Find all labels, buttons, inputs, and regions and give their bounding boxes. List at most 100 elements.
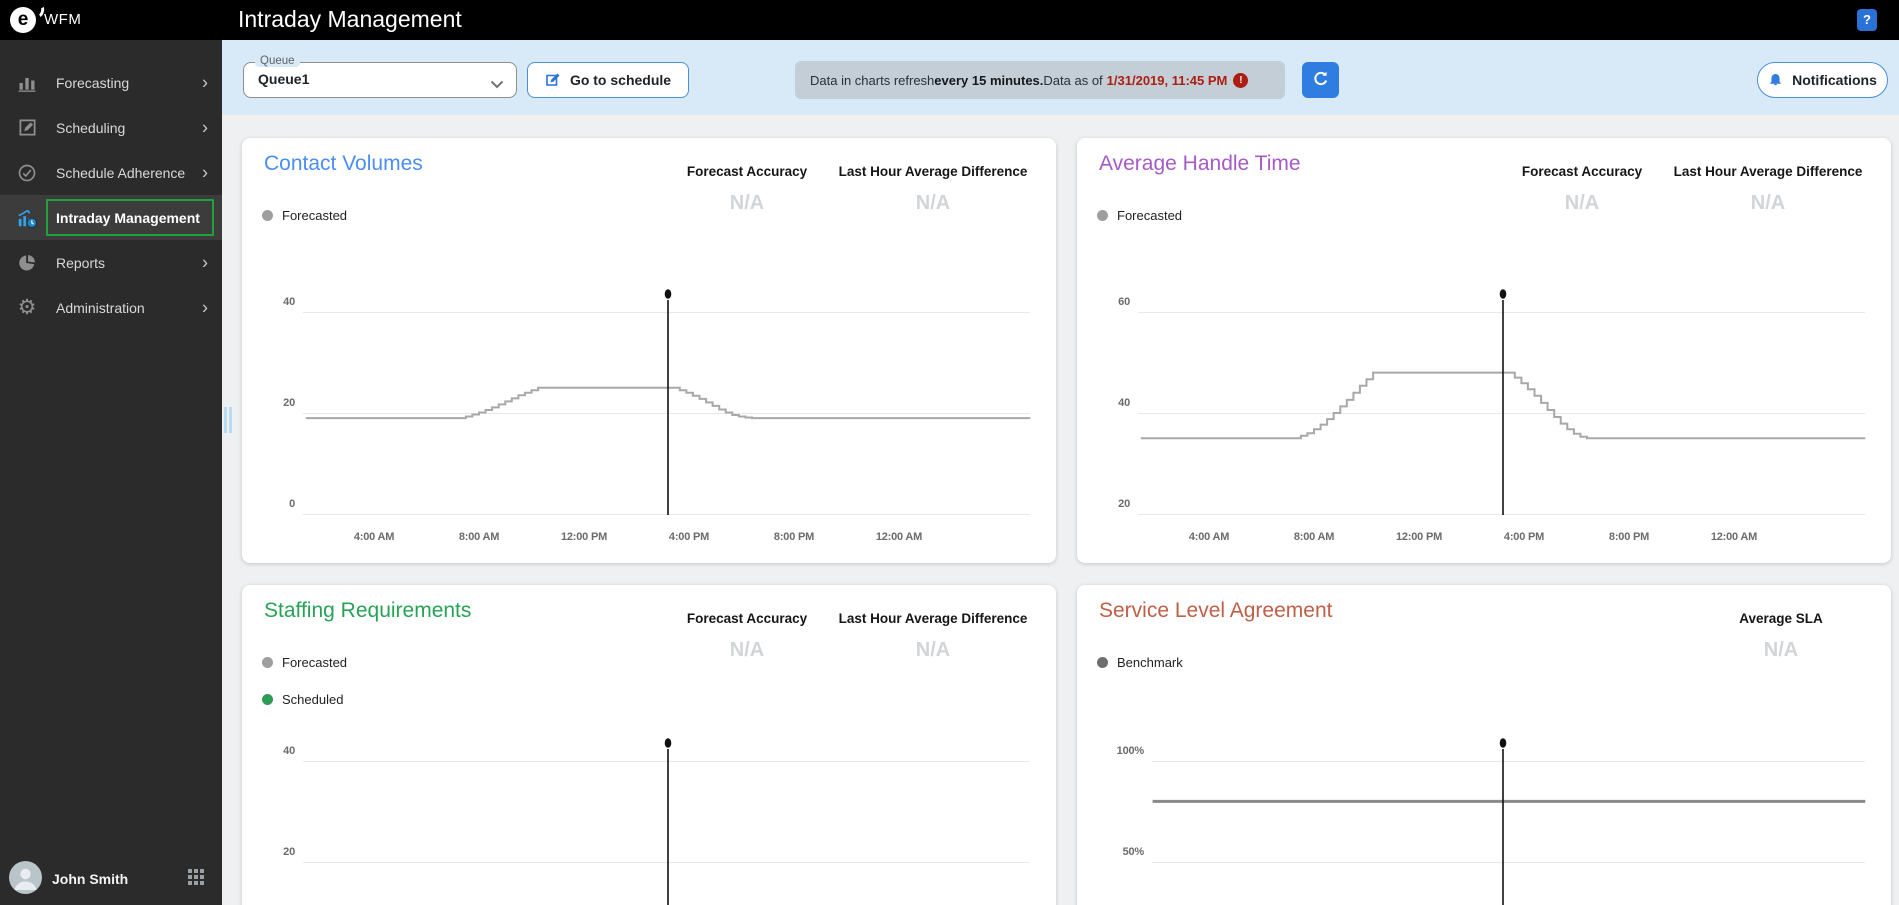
go-to-schedule-label: Go to schedule xyxy=(569,72,672,88)
y-axis-tick: 40 xyxy=(283,745,295,757)
forecast-accuracy-stat: Forecast Accuracy N/A xyxy=(686,164,808,214)
legend-dot xyxy=(1097,210,1108,221)
y-axis-tick: 40 xyxy=(1118,397,1130,409)
queue-select-label: Queue xyxy=(255,55,300,67)
chart-title: Average Handle Time xyxy=(1099,152,1301,175)
sidebar-item-reports[interactable]: Reports › xyxy=(0,240,222,285)
service-level-agreement-chart-plot: 100% 50% xyxy=(1077,585,1891,905)
service-level-agreement-card: Service Level Agreement Average SLA N/A … xyxy=(1077,585,1891,905)
chevron-right-icon: › xyxy=(202,72,208,93)
x-axis-tick: 4:00 AM xyxy=(353,531,395,543)
help-icon[interactable]: ? xyxy=(1857,9,1877,31)
edit-icon xyxy=(545,71,561,90)
y-axis-tick: 20 xyxy=(283,846,295,858)
refresh-status-message: Data in charts refresh every 15 minutes.… xyxy=(795,61,1285,99)
pie-chart-icon xyxy=(16,252,38,274)
page-title: Intraday Management xyxy=(238,6,462,32)
x-axis-tick: 12:00 PM xyxy=(560,531,608,543)
staffing-requirements-chart-plot: 40 20 xyxy=(242,585,1056,905)
x-axis-tick: 12:00 AM xyxy=(875,531,923,543)
sidebar-resize-handle[interactable] xyxy=(224,407,233,433)
contact-volumes-card: Contact Volumes Forecast Accuracy N/A La… xyxy=(242,138,1056,563)
toolbar: Queue Queue1 Go to schedule Data in char… xyxy=(222,40,1899,115)
gridline xyxy=(303,514,1030,515)
brand-name: WFM xyxy=(44,11,82,28)
chart-canvas xyxy=(1152,738,1866,905)
sidebar-item-schedule-adherence[interactable]: Schedule Adherence › xyxy=(0,150,222,195)
sidebar-item-scheduling[interactable]: Scheduling › xyxy=(0,105,222,150)
bar-chart-icon xyxy=(16,72,38,94)
notifications-label: Notifications xyxy=(1792,72,1877,88)
gridline xyxy=(303,312,1030,313)
gridline xyxy=(1152,761,1865,762)
last-hour-avg-diff-stat: Last Hour Average Difference N/A xyxy=(838,611,1028,661)
forecast-accuracy-stat: Forecast Accuracy N/A xyxy=(1521,164,1643,214)
legend-dot xyxy=(1097,657,1108,668)
y-axis-tick: 20 xyxy=(1118,498,1130,510)
last-hour-avg-diff-stat: Last Hour Average Difference N/A xyxy=(1673,164,1863,214)
sidebar-item-label: Intraday Management xyxy=(56,209,200,226)
y-axis-tick: 0 xyxy=(289,498,295,510)
sidebar-item-label: Reports xyxy=(56,254,106,271)
gridline xyxy=(1138,514,1865,515)
legend-dot xyxy=(262,694,273,705)
chevron-right-icon: › xyxy=(202,297,208,318)
bell-icon xyxy=(1768,71,1783,90)
check-circle-icon xyxy=(16,162,38,184)
chart-title: Staffing Requirements xyxy=(264,599,472,622)
gridline xyxy=(303,862,1030,863)
chart-canvas xyxy=(305,289,1031,515)
refresh-message-mid: Data as of xyxy=(1043,72,1103,88)
queue-select[interactable]: Queue Queue1 xyxy=(243,55,517,98)
chevron-right-icon: › xyxy=(202,252,208,273)
x-axis-tick: 4:00 AM xyxy=(1188,531,1230,543)
top-bar: e WFM Intraday Management ? xyxy=(0,0,1899,40)
chevron-right-icon: › xyxy=(202,162,208,183)
y-axis-tick: 50% xyxy=(1122,846,1145,858)
gridline xyxy=(1138,312,1865,313)
x-axis-tick: 4:00 PM xyxy=(1503,531,1545,543)
chevron-right-icon: › xyxy=(202,117,208,138)
forecast-accuracy-stat: Forecast Accuracy N/A xyxy=(686,611,808,661)
intraday-chart-icon xyxy=(16,207,38,229)
sidebar-item-label: Administration xyxy=(56,299,145,316)
gridline xyxy=(1138,413,1865,414)
sidebar-item-label: Schedule Adherence xyxy=(56,164,186,181)
data-as-of-timestamp: 1/31/2019, 11:45 PM xyxy=(1106,72,1228,88)
legend-item-forecasted: Forecasted xyxy=(262,655,347,670)
legend-item-scheduled: Scheduled xyxy=(262,692,343,707)
queue-select-value: Queue1 xyxy=(258,71,310,87)
sidebar-item-forecasting[interactable]: Forecasting › xyxy=(0,60,222,105)
sidebar-item-label: Forecasting xyxy=(56,74,130,91)
sidebar-item-label: Scheduling xyxy=(56,119,126,136)
gear-icon: ⚙ xyxy=(17,295,37,319)
chart-title: Contact Volumes xyxy=(264,152,423,175)
x-axis-tick: 4:00 PM xyxy=(668,531,710,543)
dashboard-content: Contact Volumes Forecast Accuracy N/A La… xyxy=(222,115,1899,905)
last-hour-avg-diff-stat: Last Hour Average Difference N/A xyxy=(838,164,1028,214)
x-axis-tick: 12:00 PM xyxy=(1395,531,1443,543)
chart-canvas xyxy=(664,738,672,905)
x-axis-tick: 8:00 AM xyxy=(1293,531,1335,543)
chart-title: Service Level Agreement xyxy=(1099,599,1333,622)
x-axis-tick: 8:00 AM xyxy=(458,531,500,543)
apps-grid-icon[interactable] xyxy=(188,869,204,885)
legend-dot xyxy=(262,210,273,221)
go-to-schedule-button[interactable]: Go to schedule xyxy=(527,62,689,98)
sidebar-item-intraday-management[interactable]: Intraday Management xyxy=(0,195,222,240)
sidebar-item-administration[interactable]: ⚙ Administration › xyxy=(0,285,222,330)
sidebar-nav: Forecasting › Scheduling › Schedule Adhe… xyxy=(0,60,222,330)
gridline xyxy=(303,761,1030,762)
refresh-button[interactable] xyxy=(1302,62,1339,98)
avatar[interactable] xyxy=(9,861,42,894)
edit-icon xyxy=(16,117,38,139)
x-axis-tick: 12:00 AM xyxy=(1710,531,1758,543)
user-profile[interactable]: John Smith xyxy=(0,852,222,905)
contact-volumes-chart-plot: 40 20 0 4:00 AM 8:00 AM 12:00 PM 4:00 PM 8:00 P… xyxy=(242,138,1056,563)
staffing-requirements-card: Staffing Requirements Forecast Accuracy … xyxy=(242,585,1056,905)
notifications-button[interactable]: Notifications xyxy=(1757,62,1888,98)
legend-item-forecasted: Forecasted xyxy=(1097,208,1182,223)
brand-logo-icon: e xyxy=(10,2,46,33)
user-name: John Smith xyxy=(52,870,129,887)
